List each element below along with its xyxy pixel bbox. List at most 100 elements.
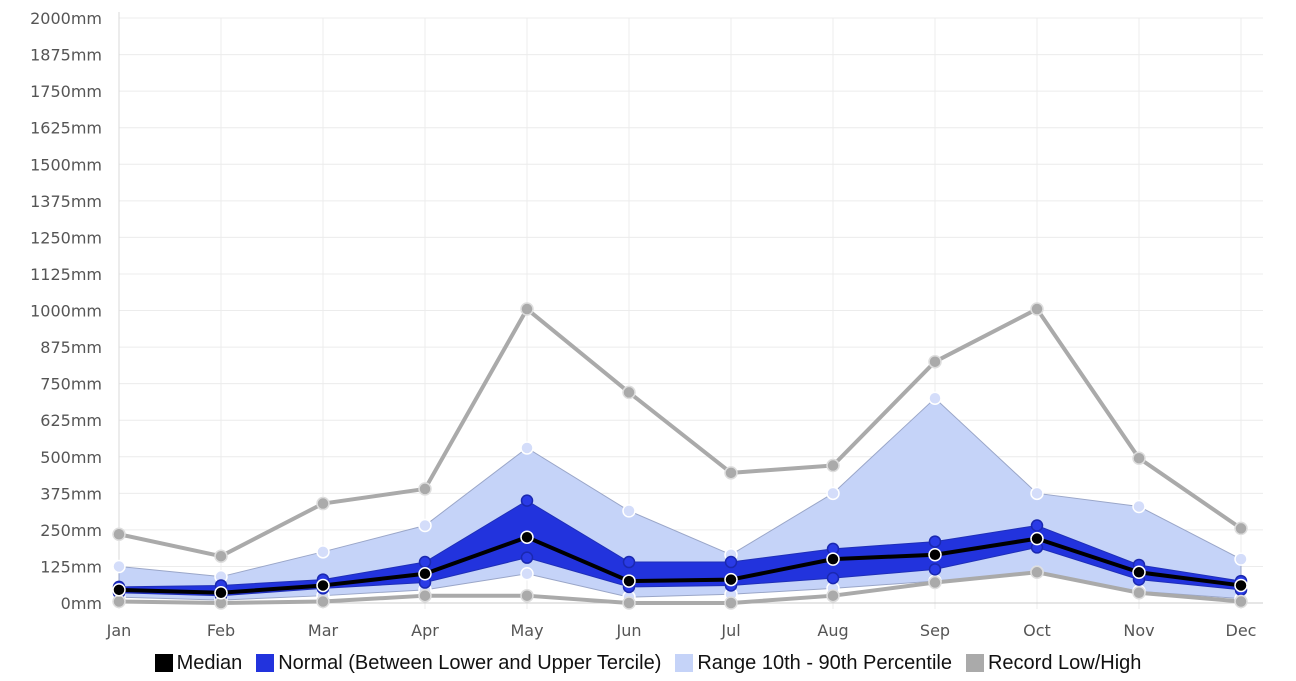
rainfall-chart: 0mm 125mm 250mm 375mm 500mm 625mm 750mm 875mm 10… [30, 9, 1263, 640]
record-high-point [214, 549, 228, 563]
y-tick-label: 1625mm [30, 119, 102, 138]
normal-low-point [826, 571, 840, 585]
median-point [928, 547, 942, 562]
range-high-point [826, 486, 840, 501]
record-low-point [1132, 586, 1146, 600]
record-high-point [928, 354, 942, 369]
median-point [214, 586, 228, 600]
legend-swatch-normal [256, 654, 275, 672]
y-tick-label: 1125mm [30, 265, 102, 284]
legend: Median Normal (Between Lower and Upper T… [0, 648, 1296, 678]
plot-area [112, 302, 1248, 610]
range-high-point [316, 545, 330, 559]
legend-label-normal: Normal (Between Lower and Upper Tercile) [278, 651, 662, 674]
y-tick-label: 125mm [40, 557, 102, 576]
record-low-point [112, 594, 126, 609]
legend-label-median: Median [176, 651, 243, 674]
record-high-point [1132, 451, 1146, 465]
record-low-point [724, 596, 738, 610]
record-low-point [1234, 594, 1248, 609]
normal-high-point [418, 555, 432, 569]
x-tick-label: Aug [817, 621, 848, 640]
record-low-point [1030, 565, 1044, 580]
record-high-point [418, 482, 432, 496]
range-high-point [622, 504, 636, 518]
range-high-point [1234, 552, 1248, 566]
y-tick-label: 500mm [40, 448, 102, 467]
legend-swatch-range [675, 654, 694, 672]
median-point [826, 552, 840, 566]
range-high-point [418, 518, 432, 533]
median-point [418, 567, 432, 581]
legend-item-range[interactable]: Range 10th - 90th Percentile [675, 652, 952, 675]
legend-swatch-record [965, 654, 984, 672]
median-point [622, 574, 636, 588]
x-tick-label: Mar [308, 621, 339, 640]
record-high-line [118, 307, 1243, 559]
range-high-point [520, 441, 534, 455]
record-high-point [1030, 302, 1044, 316]
x-tick-label: Dec [1226, 621, 1257, 640]
median-point [520, 530, 534, 544]
x-tick-label: Nov [1123, 621, 1154, 640]
legend-item-normal[interactable]: Normal (Between Lower and Upper Tercile) [256, 652, 661, 675]
x-tick-label: Sep [920, 621, 950, 640]
y-axis: 0mm 125mm 250mm 375mm 500mm 625mm 750mm 875mm 10… [30, 9, 120, 613]
y-tick-label: 1500mm [30, 155, 102, 174]
x-axis: Jan Feb Mar Apr May Jun Jul Aug Sep Oct Nov Dec [106, 602, 1263, 640]
normal-high-point [928, 535, 942, 548]
x-tick-label: Jul [720, 621, 740, 640]
median-point [1030, 531, 1044, 546]
x-tick-label: Jun [616, 621, 642, 640]
median-point [1132, 565, 1146, 580]
x-tick-label: Feb [207, 621, 235, 640]
record-low-point [928, 575, 942, 590]
legend-label-record: Record Low/High [987, 651, 1142, 674]
legend-swatch-median [154, 654, 173, 672]
normal-high-point [1030, 519, 1044, 532]
legend-item-record[interactable]: Record Low/High [965, 651, 1142, 675]
x-tick-label: Apr [411, 621, 439, 640]
y-tick-label: 1875mm [30, 46, 102, 65]
range-high-point [112, 559, 126, 574]
record-low-point [316, 594, 330, 609]
range-high-point [928, 391, 942, 405]
record-high-point [826, 458, 840, 473]
record-low-point [826, 588, 840, 603]
x-tick-label: May [510, 621, 543, 640]
y-tick-label: 1250mm [30, 228, 102, 247]
median-line [118, 535, 1242, 595]
record-high-point [520, 302, 534, 316]
median-point [724, 572, 738, 587]
record-high-point [112, 527, 126, 542]
y-tick-label: 2000mm [30, 9, 102, 28]
record-low-point [418, 588, 432, 603]
x-tick-label: Oct [1023, 621, 1051, 640]
y-tick-label: 750mm [40, 375, 102, 394]
record-high-point [316, 496, 330, 511]
y-tick-label: 375mm [40, 484, 102, 503]
y-tick-label: 250mm [40, 521, 102, 540]
record-low-point [622, 596, 636, 610]
legend-label-range: Range 10th - 90th Percentile [697, 651, 952, 674]
record-low-point [520, 588, 534, 603]
normal-low-point [520, 551, 534, 564]
median-point [1234, 578, 1248, 593]
y-tick-label: 1000mm [30, 302, 102, 321]
record-high-point [1234, 521, 1248, 536]
median-point [112, 583, 126, 597]
legend-item-median[interactable]: Median [154, 651, 243, 675]
range-high-point [1030, 486, 1044, 501]
x-tick-label: Jan [106, 621, 132, 640]
record-low-line [118, 570, 1242, 605]
y-tick-label: 625mm [40, 411, 102, 430]
y-tick-label: 0mm [61, 594, 102, 613]
median-point [316, 578, 330, 593]
y-tick-label: 1750mm [30, 82, 102, 101]
record-high-point [724, 466, 738, 480]
y-tick-label: 875mm [40, 338, 102, 357]
normal-low-point [928, 563, 942, 576]
normal-high-point [622, 555, 636, 569]
range-high-point [1132, 499, 1146, 514]
normal-high-point [520, 494, 534, 507]
